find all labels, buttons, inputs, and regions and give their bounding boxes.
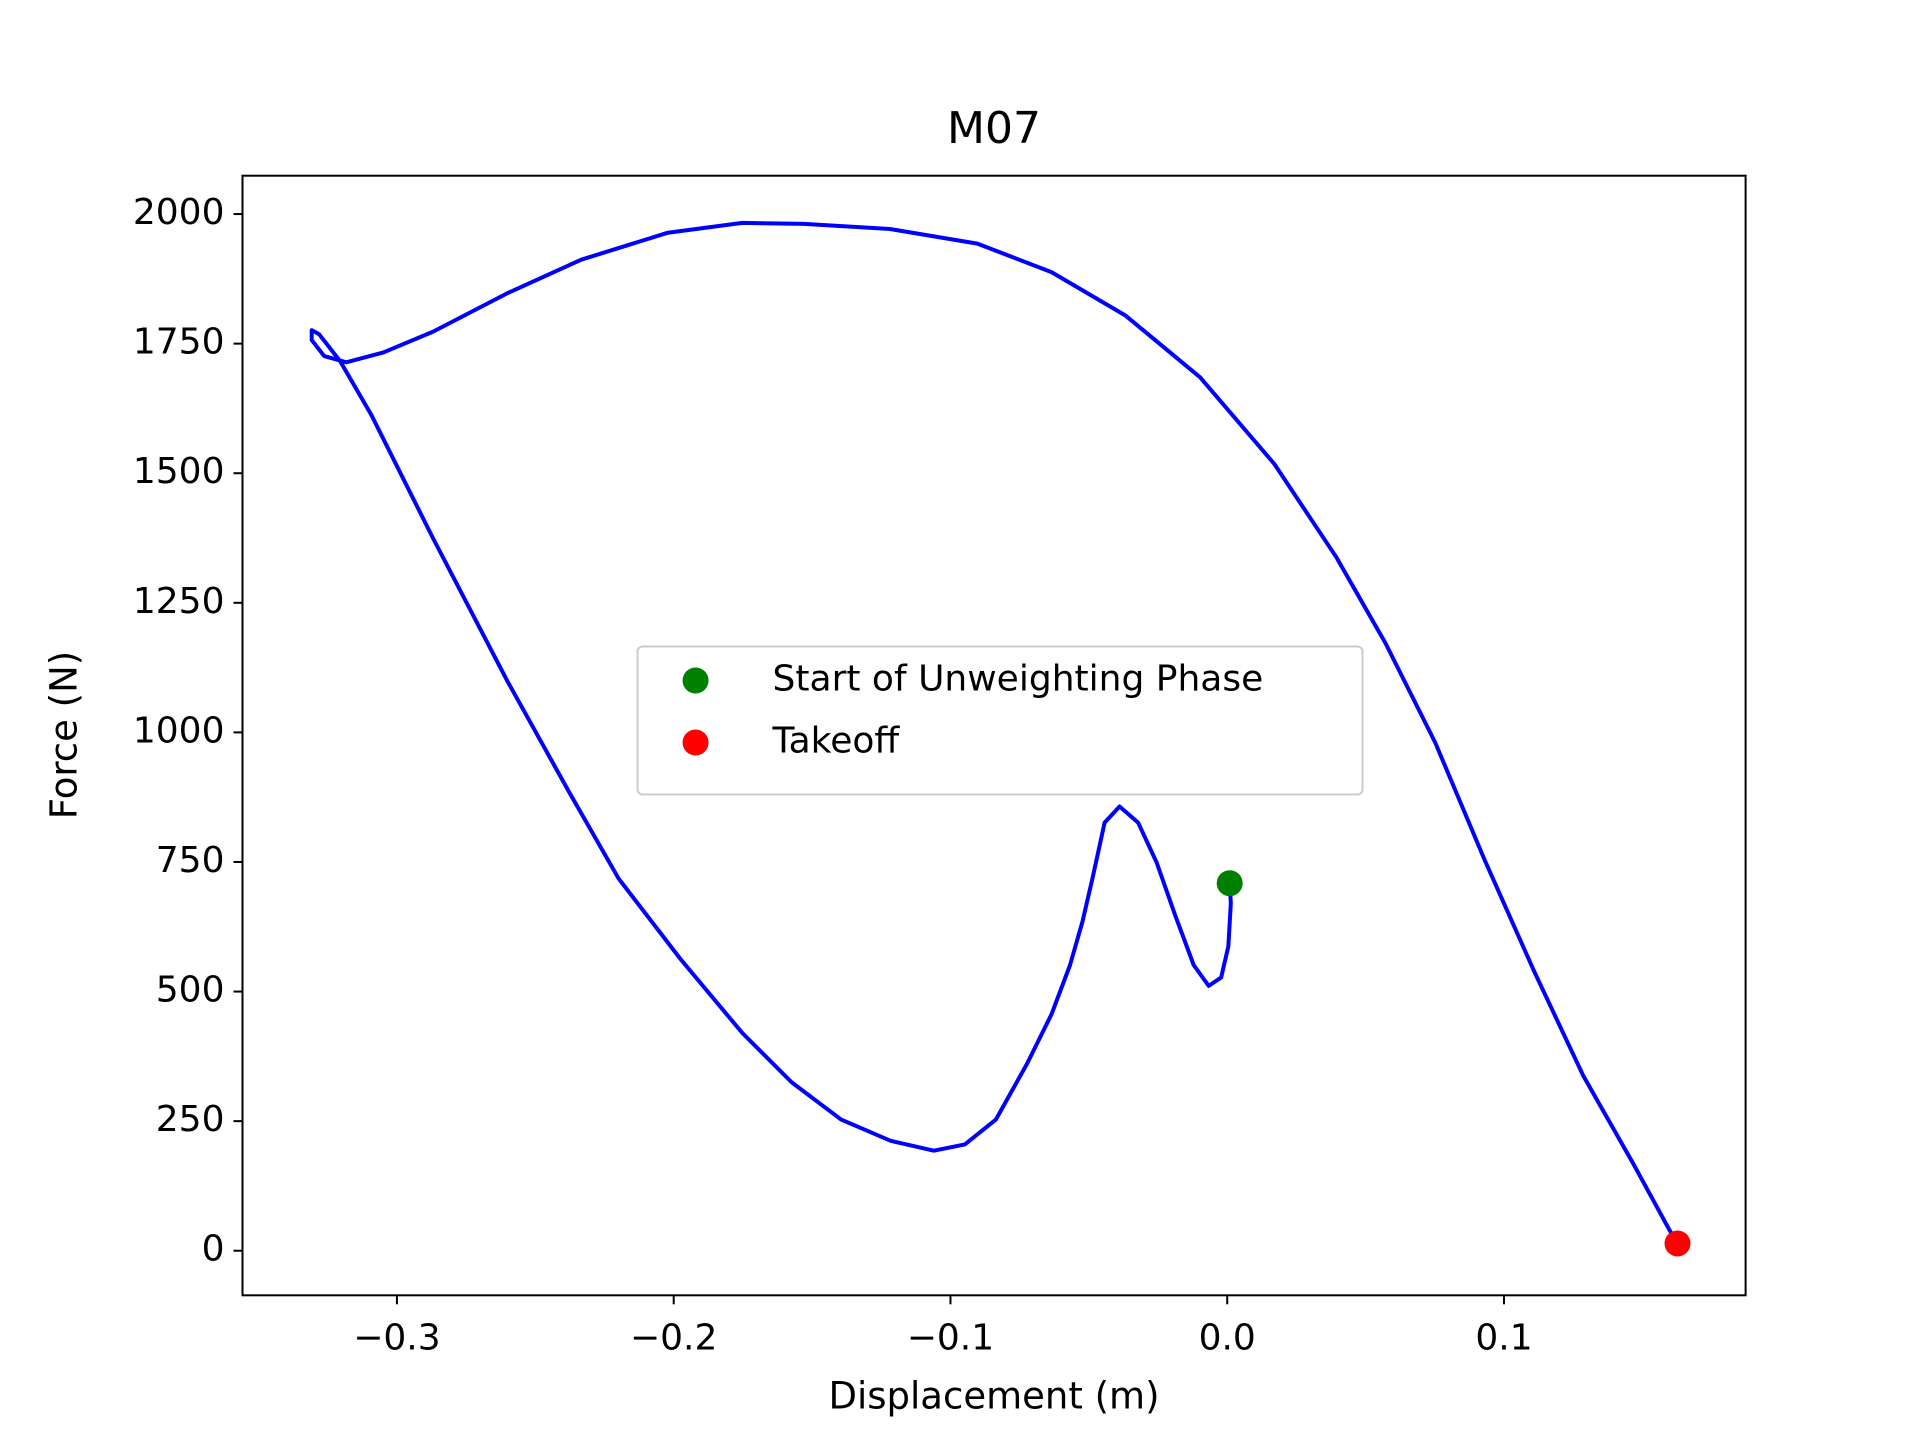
x-tick-label: 0.1 [1475,1317,1532,1358]
legend-label: Takeoff [772,721,901,762]
y-tick-label: 1000 [133,710,225,751]
y-tick-label: 1250 [133,581,225,622]
legend-box [636,645,1364,796]
y-tick-label: 1750 [133,322,225,363]
chart-title: M07 [947,103,1041,154]
x-tick-label: −0.2 [630,1317,717,1358]
x-tick-label: 0.0 [1199,1317,1256,1358]
data-point [1216,870,1243,897]
y-tick-label: 0 [202,1229,225,1270]
y-axis-label: Force (N) [43,651,86,819]
x-tick-label: −0.1 [907,1317,994,1358]
y-tick-label: 750 [156,840,225,881]
y-tick-label: 500 [156,970,225,1011]
y-tick-label: 1500 [133,451,225,492]
data-point [1664,1230,1691,1257]
y-tick-label: 2000 [133,192,225,233]
legend-label: Start of Unweighting Phase [773,659,1264,700]
legend-marker [682,729,709,756]
x-axis-label: Displacement (m) [828,1375,1159,1418]
legend-marker [682,667,709,694]
x-tick-label: −0.3 [353,1317,440,1358]
data-line [309,220,1680,1245]
plot-frame [241,174,1747,1297]
y-tick-label: 250 [156,1099,225,1140]
